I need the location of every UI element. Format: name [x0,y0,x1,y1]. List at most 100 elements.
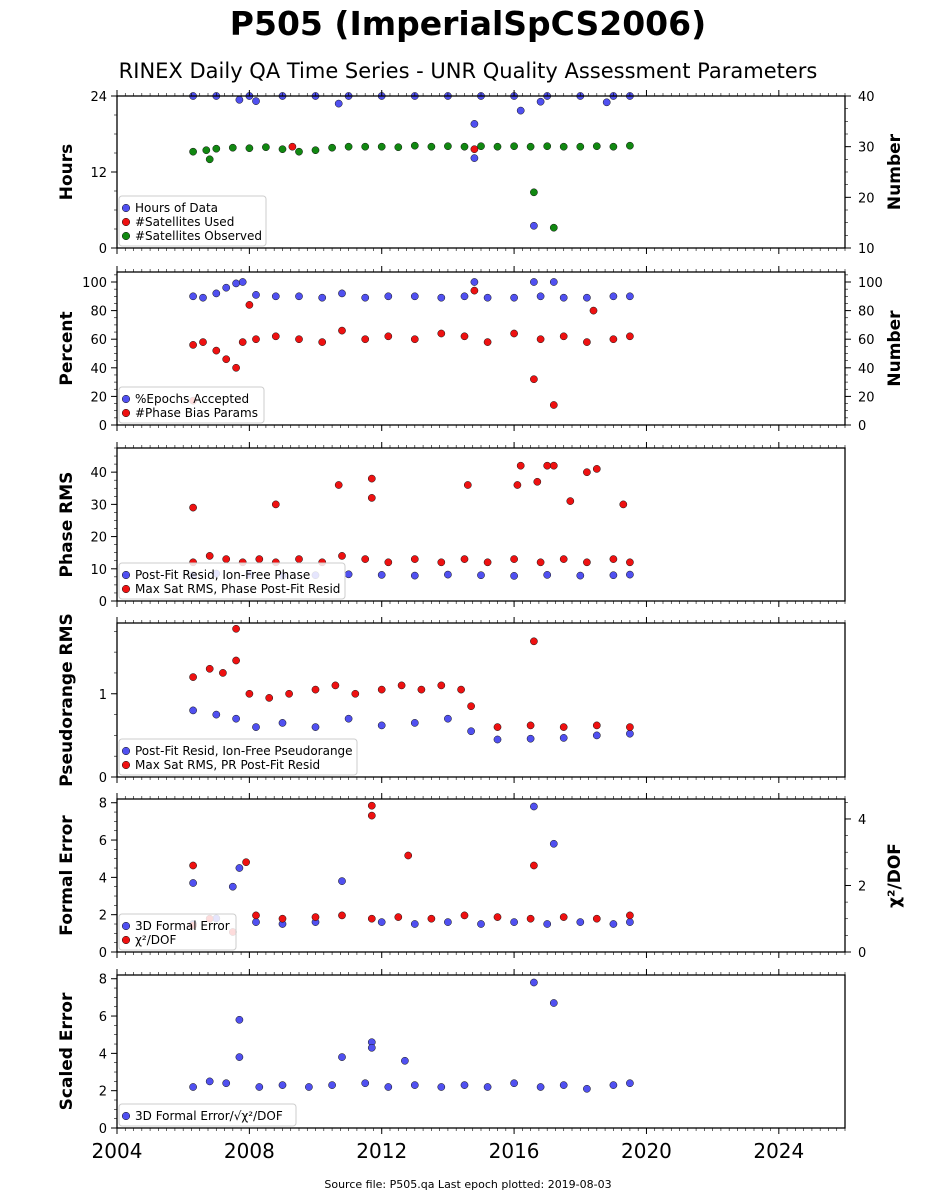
data-point [477,142,485,151]
data-point [437,293,446,302]
data-point [278,914,287,923]
legend-box [118,195,267,247]
data-point [583,338,591,346]
y-right-tick-label: 2 [858,879,866,894]
data-point [361,142,370,151]
data-point [222,1079,231,1088]
legend-marker [121,1111,131,1121]
data-point [626,558,634,567]
panel-2: 0 20 40 60 80 100 Percent 0 20 40 60 80 100 Number %Ep… [57,266,905,434]
y-tick-label: 24 [90,90,107,105]
data-point [222,555,231,563]
y-right-tick-label: 100 [858,276,883,291]
data-point [589,306,598,315]
y-tick-label: 10 [90,563,107,578]
series-1 [189,278,634,302]
data-point [189,879,197,887]
legend-marker [121,570,131,580]
data-point [410,335,419,344]
data-point [583,1084,591,1093]
legend-label: χ²/DOF [135,933,176,947]
data-point [288,142,297,151]
data-point [592,731,601,740]
data-point [626,1079,634,1088]
series-1 [189,706,634,744]
data-point [543,142,552,151]
data-point [338,552,346,560]
y-right-tick-label: 30 [858,141,875,156]
data-point [444,142,452,151]
data-point [344,570,353,579]
data-point [205,552,214,560]
data-point [255,555,264,563]
data-point [189,341,197,349]
data-point [417,685,426,694]
y-tick-label: 40 [90,362,107,377]
data-point [626,141,634,150]
data-point [460,292,469,301]
data-point [334,99,343,108]
panel-3: 0 10 20 30 40 Phase RMS Post-Fit Resid, Ion-Fr… [57,442,846,610]
y-axis-label: Percent [57,311,77,385]
data-point [377,721,386,730]
data-point [559,723,568,731]
data-point [530,802,538,811]
data-point [242,858,250,867]
y-axis-label: Formal Error [57,815,77,936]
data-point [549,461,558,470]
data-point [235,95,244,104]
y-tick-label: 8 [99,797,107,812]
data-point [252,918,260,926]
data-point [338,877,346,885]
data-point [583,558,591,567]
y-tick-label: 12 [90,166,107,181]
data-point [377,918,386,926]
legend-label: #Satellites Used [135,215,234,229]
data-point [367,494,376,502]
data-point [493,913,502,921]
data-point [543,571,552,579]
data-point [252,911,260,920]
y-tick-label: 4 [99,871,107,886]
data-point [397,681,406,690]
x-tick-label: 2024 [753,1139,804,1163]
data-point [367,474,376,483]
data-point [460,332,469,341]
y-right-axis-label: Number [885,310,905,387]
data-point [367,811,376,820]
y-right-axis-label: Number [885,133,905,210]
x-tick-label: 2008 [224,1139,275,1163]
data-point [444,714,452,723]
data-point [559,734,568,742]
data-point [437,329,446,338]
y-axis-label: Pseudorange RMS [57,613,77,787]
data-point [232,279,240,288]
y-tick-label: 30 [90,498,107,513]
data-point [334,481,343,489]
data-point [377,142,386,151]
data-point [609,571,618,580]
y-tick-label: 100 [82,276,107,291]
data-point [367,914,376,923]
data-point [394,913,403,921]
data-point [232,624,240,633]
data-point [410,555,419,563]
data-point [344,142,353,151]
data-point [483,338,492,346]
data-point [626,723,634,731]
data-point [530,637,538,646]
data-point [410,719,419,727]
data-point [530,188,538,197]
data-point [235,1053,244,1061]
data-point [526,734,535,743]
legend-label: 3D Formal Error [135,919,230,933]
data-point [427,914,436,923]
data-point [252,97,260,105]
y-tick-label: 6 [99,1010,107,1025]
data-point [311,685,320,694]
series-1 [189,802,634,928]
data-point [543,920,552,928]
data-point [592,142,601,151]
